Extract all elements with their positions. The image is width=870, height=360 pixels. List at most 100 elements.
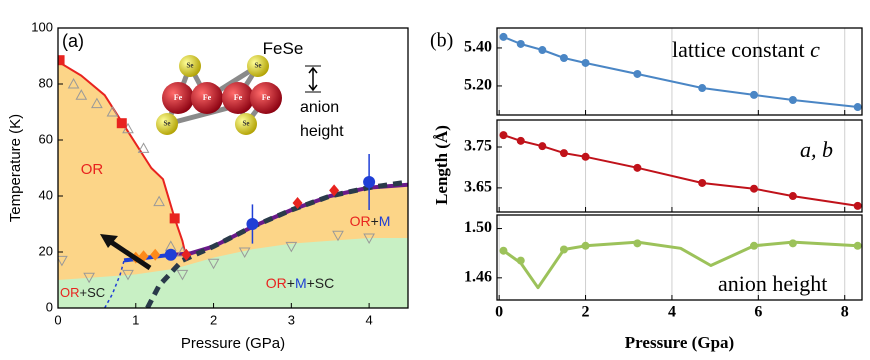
y-tick-label: 3.65 [464, 179, 492, 196]
point [853, 201, 862, 210]
annotation-part: OR [60, 285, 80, 300]
point [67, 77, 80, 89]
line [58, 60, 188, 258]
point [176, 269, 189, 281]
point [499, 131, 508, 140]
x-axis-label: Pressure (GPa) [181, 335, 285, 352]
point [122, 269, 134, 281]
point [181, 248, 192, 261]
annotation-part: OR [266, 275, 287, 291]
panel-label: (b) [430, 30, 453, 52]
y-tick-label: 40 [39, 187, 53, 202]
point [633, 239, 642, 248]
point [75, 89, 88, 100]
annotation-part: c [810, 37, 820, 62]
y-tick-label: 0 [46, 299, 53, 314]
point [750, 241, 759, 250]
annotation-part: lattice constant [672, 37, 810, 62]
point [516, 256, 525, 265]
se-atom [235, 113, 257, 135]
panel-label: (a) [62, 31, 84, 51]
annotation-part: M [379, 213, 391, 229]
x-axis-label: Pressure (Gpa) [625, 333, 734, 352]
atom-label: Se [187, 62, 194, 70]
point [538, 46, 547, 55]
annotation-part: OR [81, 161, 104, 178]
annotation: anion [300, 99, 339, 116]
crystal-inset: Fe Fe Fe Fe Se Se Se Se [100, 55, 321, 271]
point [698, 178, 707, 187]
fe-atom [162, 82, 194, 114]
x-tick-label: 1 [132, 312, 139, 327]
point [137, 142, 150, 153]
fe-atom [191, 82, 223, 114]
point [91, 97, 103, 109]
line [123, 252, 172, 263]
annotation: a, b [800, 137, 833, 162]
plot-frame [57, 27, 409, 309]
y-tick-label: 3.75 [464, 138, 492, 155]
panel: 5.20 5.40 (b) lattice constant c [430, 27, 863, 116]
atom-label: Se [243, 120, 250, 128]
panel: 3.65 3.75 Length (Å) a, b [432, 119, 863, 213]
x-tick-label: 6 [754, 304, 762, 321]
y-tick-label: 80 [39, 75, 53, 90]
annotation-part: + [287, 275, 295, 291]
y-tick-label: 20 [39, 243, 53, 258]
fe-atom [222, 82, 254, 114]
y-axis-label: Length (Å) [432, 125, 451, 205]
y-tick-label: 5.40 [464, 39, 492, 56]
point [516, 39, 525, 48]
plot-frame [496, 27, 863, 116]
annotation-part: +SC [307, 275, 335, 291]
annotation: OR+M+SC [266, 275, 334, 291]
line [104, 260, 125, 308]
x-tick-label: 2 [210, 312, 217, 327]
point [750, 184, 759, 193]
y-axis-label: Temperature (K) [7, 114, 24, 222]
point [332, 230, 344, 242]
x-tick-label: 4 [668, 304, 676, 321]
annotation-part: a, b [800, 137, 833, 162]
annotation: FeSe [263, 39, 304, 58]
plot-frame [496, 119, 863, 213]
annotation-part: height [300, 123, 344, 140]
y-tick-label: 1.50 [464, 219, 492, 236]
plot-area [498, 120, 862, 212]
panel: 0 2 4 6 8 1.46 1.50 Pressure (Gpa) anion height [464, 214, 863, 352]
atom-label: Fe [234, 93, 243, 102]
annotation: height [300, 123, 344, 140]
annotation-part: anion [300, 99, 339, 116]
point [122, 122, 134, 134]
plot-area [498, 215, 862, 300]
y-tick-label: 1.46 [464, 268, 492, 285]
x-tick-label: 0 [495, 304, 503, 321]
atom-label: Fe [203, 93, 212, 102]
line [503, 134, 858, 207]
se-atom [247, 55, 269, 77]
point [750, 90, 759, 99]
point [581, 241, 590, 250]
point [285, 241, 298, 253]
atom-label: Fe [262, 93, 271, 102]
point [788, 95, 797, 104]
annotation-part: FeSe [263, 39, 304, 58]
point [581, 58, 590, 67]
point [538, 142, 547, 151]
point [559, 245, 568, 254]
point [246, 218, 259, 230]
point [116, 118, 127, 129]
point [207, 258, 220, 270]
region [58, 238, 408, 308]
point [788, 239, 797, 248]
point [363, 176, 376, 188]
y-tick-label: 5.20 [464, 77, 492, 94]
y-tick-label: 100 [31, 19, 53, 34]
fe-atom [250, 82, 282, 114]
point [853, 103, 862, 112]
point [164, 248, 177, 261]
point [633, 69, 642, 78]
point [329, 184, 340, 197]
point [150, 248, 161, 261]
